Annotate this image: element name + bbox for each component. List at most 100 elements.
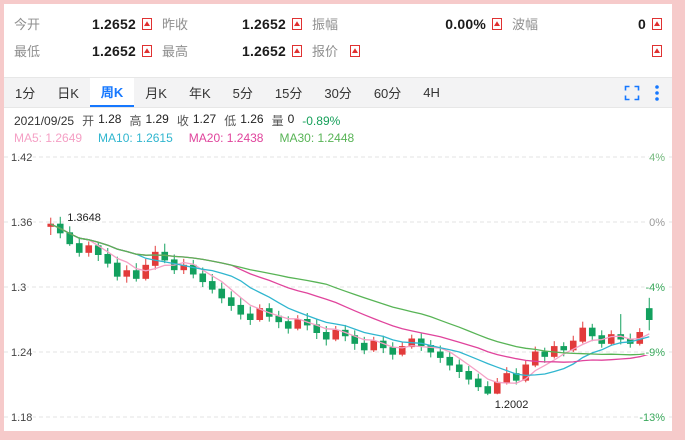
candle [522,364,530,381]
tab-30分[interactable]: 30分 [324,86,352,101]
header-spacer [4,64,672,77]
candlestick-chart[interactable]: 1.421.361.31.241.184%0%-4%-9%-13%1.36481… [4,145,672,430]
candle [370,340,378,351]
svg-text:-4%: -4% [645,282,665,294]
tab-5分[interactable]: 5分 [232,86,253,101]
quote-value: 0.00% [445,15,486,32]
candle [142,264,150,279]
candle [389,347,397,355]
grid-lines [4,156,672,418]
red-marker-icon [652,44,662,57]
y-axis-left: 1.42 1.36 1.3 1.24 1.18 [10,151,34,426]
quote-label: 振幅 [312,17,339,32]
candle [455,364,463,372]
tab-月K[interactable]: 月K [145,86,167,101]
candle [531,351,539,366]
tab-周K[interactable]: 周K [89,78,135,107]
candle [360,342,368,351]
info-field-value: 1.27 [192,112,217,126]
ma-line-MA5 [50,223,650,384]
ma-legend-item: MA20: 1.2438 [188,131,264,145]
tab-年K[interactable]: 年K [188,86,211,101]
quote-field: 今开 1.2652 [14,14,162,33]
more-menu-icon[interactable] [654,84,660,102]
svg-text:-13%: -13% [639,412,665,424]
candle [246,313,254,320]
interval-tabs: 1分 日K 周K 月K 年K 5分 15分 30分 60分 4H [4,78,451,107]
tab-日K[interactable]: 日K [57,86,79,101]
info-field: 收 1.27 [177,112,216,129]
candle [645,308,653,321]
quote-field: 最低 1.2652 [14,41,162,60]
info-field: 低 1.26 [224,112,263,129]
candle [189,264,197,275]
red-marker-icon [492,17,502,30]
candle [503,373,511,383]
info-field-label: 收 [176,114,189,128]
quote-row: 最低 1.2652 最高 1.2652 报价 [14,37,672,64]
candle [237,304,245,315]
svg-text:1.36: 1.36 [11,217,32,229]
info-field-value: 1.28 [98,112,122,126]
candles-group [47,216,653,396]
quote-value: 0 [638,15,646,32]
ma-legend-item: MA10: 1.2615 [98,131,173,145]
quote-row: 今开 1.2652 昨收 1.2652 振幅 0.00% 波幅 0 [14,10,672,37]
quote-field: 最高 1.2652 [162,41,312,60]
quote-field: 波幅 0 [512,14,672,33]
info-field-label: 高 [129,114,142,128]
ma-legend-item: MA30: 1.2448 [279,131,355,145]
candle [607,334,615,344]
info-field-value: 0 [287,112,295,126]
quote-field: 报价 [312,41,512,60]
red-marker-icon [142,44,152,57]
candle-date: 2021/09/25 [14,113,75,128]
candle [294,319,302,329]
red-marker-icon [652,17,662,30]
quote-chart-panel: 今开 1.2652 昨收 1.2652 振幅 0.00% 波幅 0 最低 1.2652 最高 1.26… [4,4,672,431]
quote-label: 今开 [14,17,41,32]
ma-lines [50,223,650,384]
candle [104,254,112,264]
info-field-value: 1.29 [145,112,169,126]
change-percent: -0.89% [302,113,341,128]
candle [227,297,235,306]
quote-label: 报价 [312,44,339,59]
quote-header: 今开 1.2652 昨收 1.2652 振幅 0.00% 波幅 0 最低 1.2652 最高 1.26… [4,4,672,64]
candle [132,270,140,279]
candle [560,346,568,351]
candle-ohlc: 开 1.28 高 1.29 收 1.27 低 1.26 量 0 [82,112,294,129]
candle [218,288,226,299]
tabbar-tools [624,78,672,107]
candle [284,321,292,329]
candle [484,386,492,394]
candle [322,332,330,340]
quote-value: 1.2652 [241,42,286,59]
tab-1分[interactable]: 1分 [15,86,36,101]
info-field: 开 1.28 [82,112,121,129]
candle [113,262,121,277]
quote-value: 1.2652 [91,15,136,32]
fullscreen-icon[interactable] [624,85,640,101]
quote-field: 昨收 1.2652 [162,14,312,33]
candle [75,243,83,253]
svg-text:0%: 0% [649,217,665,229]
candle [579,327,587,342]
candle [208,281,216,290]
candle [588,327,596,337]
candle [493,381,501,394]
tab-60分[interactable]: 60分 [373,86,402,101]
quote-value: 1.2652 [91,42,136,59]
interval-tabbar: 1分 日K 周K 月K 年K 5分 15分 30分 60分 4H [4,77,672,108]
quote-label: 波幅 [512,17,539,32]
red-marker-icon [350,44,361,57]
red-marker-icon [142,17,152,30]
tab-4H[interactable]: 4H [423,85,440,100]
info-field-value: 1.26 [240,112,264,126]
ma-line-MA30 [50,223,650,356]
tab-15分[interactable]: 15分 [274,86,303,101]
quote-label: 昨收 [162,17,189,32]
ma-line-MA10 [50,223,650,377]
chart-annotations: 1.3648 1.2002 [66,210,530,412]
